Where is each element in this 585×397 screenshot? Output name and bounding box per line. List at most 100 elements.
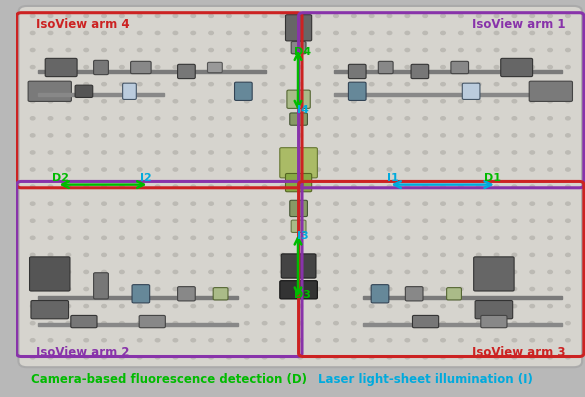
Circle shape — [476, 83, 481, 86]
Bar — [335, 93, 551, 96]
Circle shape — [48, 202, 53, 205]
Circle shape — [280, 322, 285, 325]
Circle shape — [512, 185, 517, 188]
FancyBboxPatch shape — [501, 58, 532, 77]
Circle shape — [137, 134, 142, 137]
Circle shape — [423, 287, 428, 291]
Circle shape — [226, 134, 231, 137]
Circle shape — [476, 48, 481, 52]
Circle shape — [369, 356, 374, 359]
Circle shape — [209, 339, 214, 342]
Circle shape — [459, 117, 463, 120]
Circle shape — [280, 339, 285, 342]
Circle shape — [191, 14, 195, 17]
Circle shape — [530, 168, 535, 171]
FancyBboxPatch shape — [178, 64, 195, 79]
FancyBboxPatch shape — [462, 83, 480, 99]
Circle shape — [262, 185, 267, 188]
Circle shape — [30, 202, 35, 205]
Circle shape — [512, 117, 517, 120]
Circle shape — [262, 83, 267, 86]
Circle shape — [48, 151, 53, 154]
Circle shape — [66, 134, 71, 137]
Circle shape — [387, 134, 392, 137]
Circle shape — [566, 117, 570, 120]
Circle shape — [352, 253, 356, 256]
Circle shape — [84, 356, 88, 359]
Circle shape — [30, 356, 35, 359]
Circle shape — [48, 219, 53, 222]
Circle shape — [566, 287, 570, 291]
Circle shape — [102, 48, 106, 52]
Circle shape — [548, 151, 552, 154]
Circle shape — [476, 304, 481, 308]
Circle shape — [191, 117, 195, 120]
Circle shape — [155, 83, 160, 86]
FancyBboxPatch shape — [405, 287, 423, 301]
Circle shape — [119, 14, 124, 17]
Circle shape — [155, 202, 160, 205]
Circle shape — [316, 356, 321, 359]
Circle shape — [530, 151, 535, 154]
Circle shape — [137, 270, 142, 274]
Circle shape — [441, 117, 445, 120]
Circle shape — [262, 66, 267, 69]
Circle shape — [66, 168, 71, 171]
Circle shape — [280, 356, 285, 359]
Circle shape — [459, 253, 463, 256]
Circle shape — [441, 185, 445, 188]
Circle shape — [209, 48, 214, 52]
Circle shape — [566, 100, 570, 103]
Circle shape — [209, 151, 214, 154]
Text: IsoView arm 3: IsoView arm 3 — [472, 346, 565, 359]
Circle shape — [262, 287, 267, 291]
Circle shape — [209, 287, 214, 291]
Circle shape — [298, 339, 302, 342]
Circle shape — [405, 31, 410, 35]
Circle shape — [30, 168, 35, 171]
Circle shape — [316, 304, 321, 308]
Circle shape — [566, 66, 570, 69]
FancyBboxPatch shape — [474, 257, 514, 291]
Circle shape — [566, 14, 570, 17]
Circle shape — [84, 322, 88, 325]
Circle shape — [102, 66, 106, 69]
Text: IsoView arm 2: IsoView arm 2 — [36, 346, 129, 359]
Circle shape — [155, 14, 160, 17]
Circle shape — [66, 14, 71, 17]
Circle shape — [191, 253, 195, 256]
Circle shape — [191, 339, 195, 342]
Circle shape — [191, 356, 195, 359]
Circle shape — [226, 219, 231, 222]
FancyBboxPatch shape — [28, 81, 71, 101]
Circle shape — [512, 304, 517, 308]
Text: I1: I1 — [387, 173, 398, 183]
Circle shape — [226, 339, 231, 342]
Circle shape — [84, 31, 88, 35]
Circle shape — [209, 185, 214, 188]
Circle shape — [209, 134, 214, 137]
Circle shape — [298, 117, 302, 120]
Circle shape — [459, 236, 463, 239]
Circle shape — [30, 287, 35, 291]
Circle shape — [119, 48, 124, 52]
Circle shape — [548, 339, 552, 342]
Circle shape — [119, 66, 124, 69]
Circle shape — [173, 356, 178, 359]
Circle shape — [173, 100, 178, 103]
Circle shape — [173, 339, 178, 342]
Circle shape — [280, 270, 285, 274]
Circle shape — [476, 356, 481, 359]
Circle shape — [119, 134, 124, 137]
Circle shape — [423, 168, 428, 171]
Circle shape — [352, 270, 356, 274]
Circle shape — [226, 322, 231, 325]
Circle shape — [298, 270, 302, 274]
Circle shape — [84, 253, 88, 256]
Circle shape — [155, 31, 160, 35]
Circle shape — [66, 185, 71, 188]
Circle shape — [459, 219, 463, 222]
Circle shape — [405, 287, 410, 291]
Circle shape — [155, 253, 160, 256]
Circle shape — [262, 236, 267, 239]
